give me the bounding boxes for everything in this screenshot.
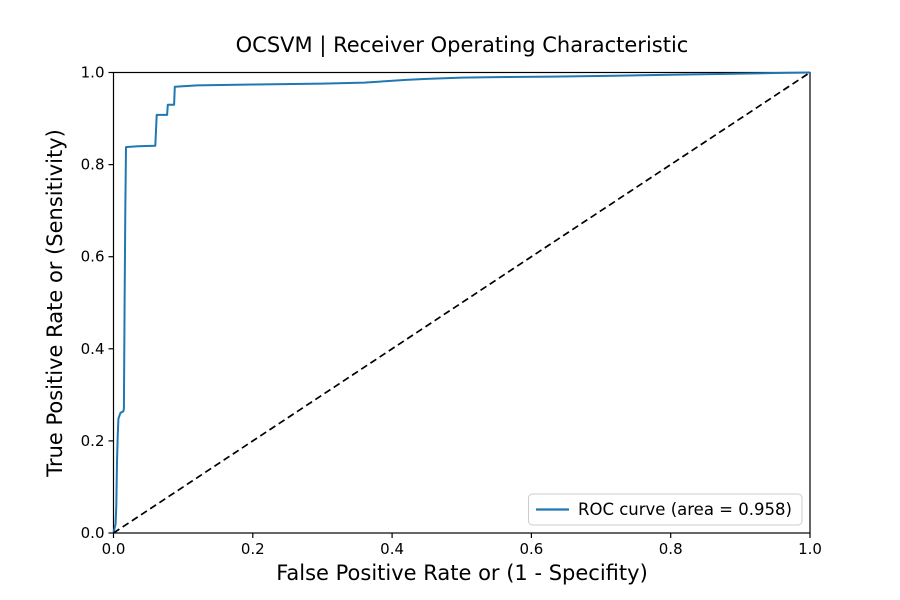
legend-label: ROC curve (area = 0.958) <box>578 500 792 519</box>
y-tick-label: 1.0 <box>81 64 105 82</box>
legend-box <box>528 493 803 526</box>
y-tick-label: 0.4 <box>81 340 105 358</box>
y-tick-label: 0.0 <box>81 524 105 542</box>
y-tick-label: 0.2 <box>81 432 105 450</box>
y-axis-label: True Positive Rate or (Sensitivity) <box>43 129 67 478</box>
legend: ROC curve (area = 0.958) <box>528 493 803 526</box>
x-tick-label: 0.8 <box>659 540 683 558</box>
x-axis-ticks: 0.0 0.2 0.4 0.6 0.8 1.0 <box>102 533 822 558</box>
chance-diagonal-line <box>113 71 811 534</box>
x-tick-label: 0.0 <box>102 540 126 558</box>
x-tick-label: 0.2 <box>241 540 265 558</box>
x-tick-label: 0.4 <box>380 540 404 558</box>
plot-area-spines <box>112 71 811 534</box>
y-tick-label: 0.6 <box>81 248 105 266</box>
x-axis-label: False Positive Rate or (1 - Specifity) <box>276 561 648 585</box>
y-axis-ticks: 0.0 0.2 0.4 0.6 0.8 1.0 <box>81 64 114 542</box>
chart-title: OCSVM | Receiver Operating Characteristi… <box>236 33 689 58</box>
series-group <box>112 71 811 534</box>
y-tick-label: 0.8 <box>81 156 105 174</box>
x-tick-label: 1.0 <box>798 540 822 558</box>
x-tick-label: 0.6 <box>519 540 543 558</box>
roc-curve-line <box>112 71 811 534</box>
